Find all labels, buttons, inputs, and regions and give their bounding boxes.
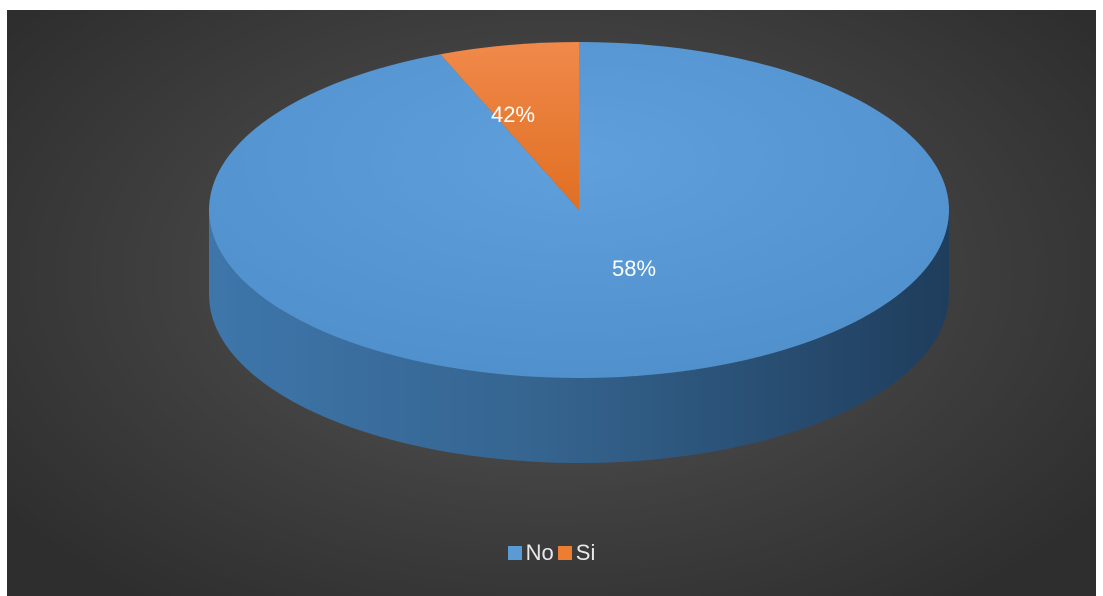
data-label-si: 42% [491, 102, 535, 127]
legend-item-no: No [507, 540, 554, 566]
pie-slice-si [440, 42, 579, 210]
data-label-no: 58% [612, 256, 656, 281]
legend-swatch-si [557, 546, 572, 560]
legend-label-no: No [525, 540, 554, 565]
pie-side-wall [209, 210, 949, 463]
pie-slice-no [209, 42, 950, 378]
legend-swatch-no [507, 546, 522, 560]
legend: No Si [7, 540, 1096, 566]
legend-label-si: Si [575, 540, 596, 565]
pie-chart: 58% 42% [209, 42, 950, 463]
legend-item-si: Si [557, 540, 596, 566]
chart-area: 58% 42% No Si [7, 10, 1096, 596]
